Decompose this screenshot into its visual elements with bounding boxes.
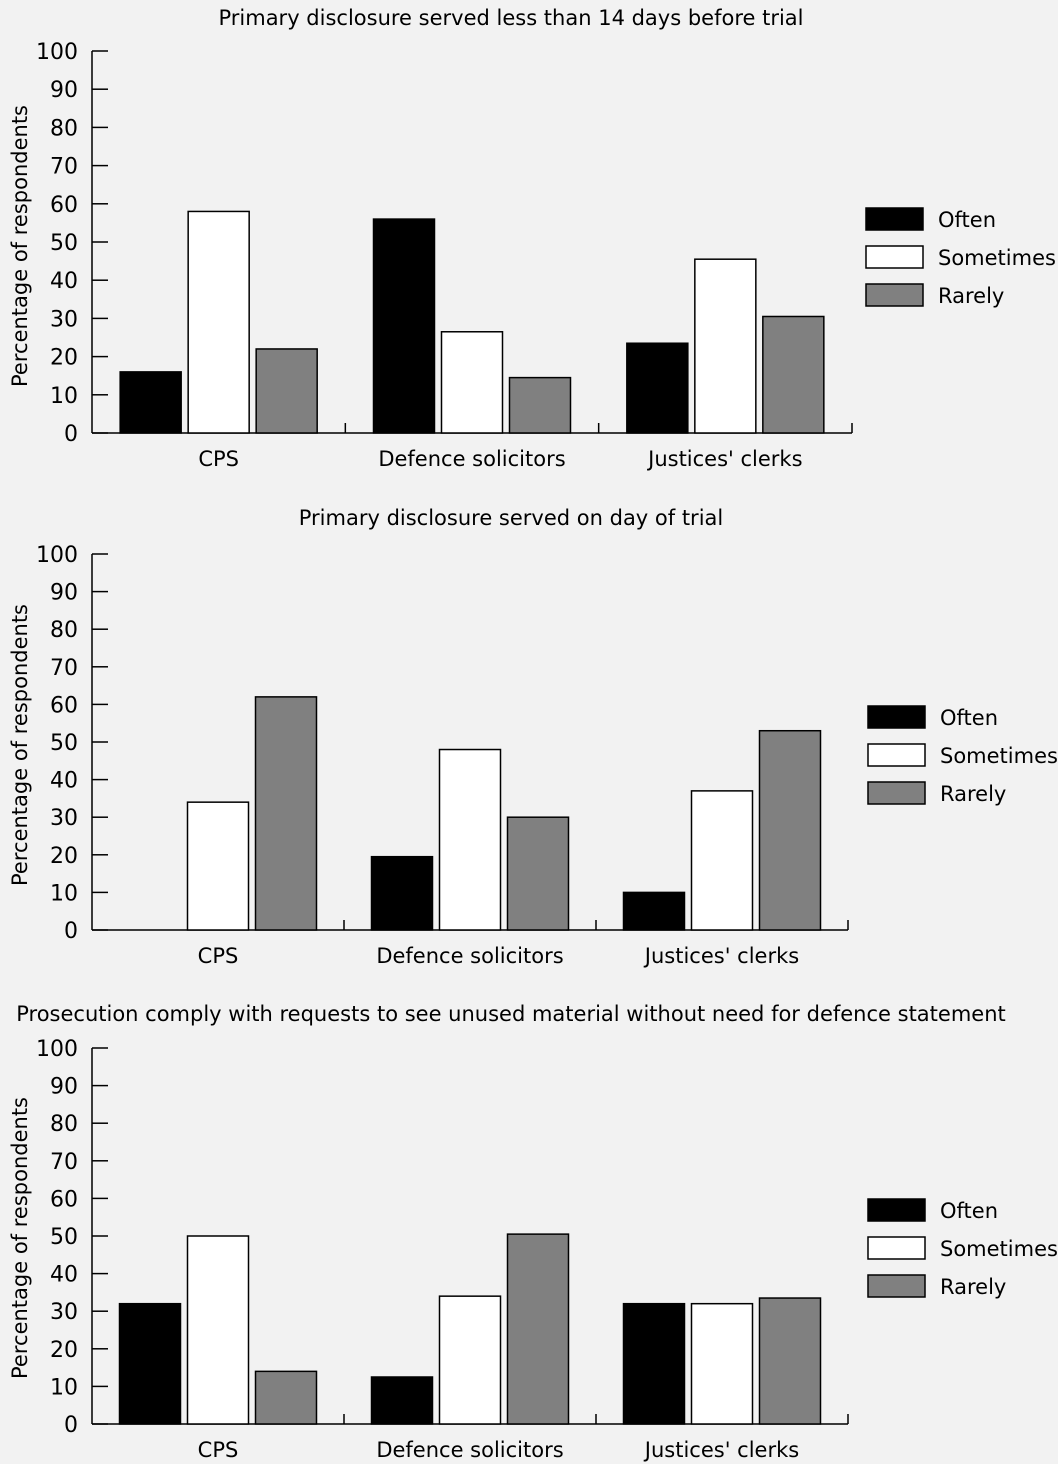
legend-label-often: Often [938,208,996,232]
y-tick-label: 60 [50,1187,78,1212]
bar-sometimes-1 [186,801,250,931]
x-tick-label: Justices' clerks [643,944,799,968]
bar-often-3 [622,1302,686,1425]
bar-rarely-1 [255,348,318,434]
bar-sometimes-2 [440,331,504,434]
legend: Often Sometimes Rarely [865,207,1056,308]
bar-often-3 [626,342,689,434]
bar-sometimes-3 [690,790,754,931]
bar-sometimes-3 [690,1302,754,1425]
y-axis-label: Percentage of respondents [8,604,32,886]
legend-label-rarely: Rarely [940,782,1006,806]
y-tick-label: 30 [50,1300,78,1325]
legend-label-often: Often [940,1199,998,1223]
bar-rarely-1 [254,696,318,931]
legend-swatch-sometimes [865,245,924,269]
bar-rarely-3 [758,729,822,931]
y-tick-label: 90 [50,78,78,103]
legend-label-sometimes: Sometimes [940,1237,1058,1261]
bar-often-2 [370,1376,434,1425]
bar-often-1 [118,1302,182,1425]
bar-sometimes-1 [187,210,250,434]
chart-title: Prosecution comply with requests to see … [16,1002,1006,1026]
y-tick-label: 10 [50,881,78,906]
y-tick-label: 100 [36,40,78,65]
bar-sometimes-2 [438,748,502,931]
y-tick-label: 10 [50,1375,78,1400]
y-tick-label: 70 [50,155,78,180]
y-tick-label: 50 [50,231,78,256]
y-tick-label: 20 [50,844,78,869]
y-tick-label: 50 [50,1225,78,1250]
chart-panel-1: Primary disclosure served less than 14 d… [8,6,1056,471]
y-tick-label: 100 [36,1037,78,1062]
y-axis-label: Percentage of respondents [8,1097,32,1379]
x-tick-label: Defence solicitors [376,944,563,968]
y-tick-label: 20 [50,346,78,371]
legend-swatch-sometimes [867,743,926,767]
y-tick-label: 20 [50,1338,78,1363]
legend-label-rarely: Rarely [940,1275,1006,1299]
y-tick-label: 100 [36,543,78,568]
legend-label-sometimes: Sometimes [938,246,1056,270]
bar-rarely-3 [758,1297,822,1425]
x-tick-label: Defence solicitors [378,447,565,471]
y-tick-label: 0 [64,422,78,447]
y-tick-label: 50 [50,731,78,756]
y-tick-label: 70 [50,1150,78,1175]
x-tick-label: CPS [198,944,239,968]
y-tick-label: 70 [50,656,78,681]
legend-swatch-often [867,1198,926,1222]
legend-label-sometimes: Sometimes [940,744,1058,768]
y-tick-label: 40 [50,769,78,794]
y-tick-label: 80 [50,1112,78,1137]
bar-often-1 [119,371,182,434]
legend: Often Sometimes Rarely [867,1198,1058,1299]
legend-swatch-sometimes [867,1236,926,1260]
bar-often-2 [370,855,434,931]
y-tick-label: 60 [50,193,78,218]
y-tick-label: 10 [50,384,78,409]
x-tick-label: CPS [198,447,239,471]
y-tick-label: 40 [50,1263,78,1288]
y-tick-label: 30 [50,806,78,831]
bar-rarely-2 [506,1233,570,1425]
y-tick-label: 80 [50,618,78,643]
bar-sometimes-1 [186,1235,250,1425]
y-tick-label: 0 [64,919,78,944]
bar-sometimes-2 [438,1295,502,1425]
y-tick-label: 60 [50,693,78,718]
legend-swatch-rarely [867,781,926,805]
bar-often-3 [622,891,686,931]
bar-rarely-2 [508,376,572,434]
legend-label-rarely: Rarely [938,284,1004,308]
y-tick-label: 80 [50,116,78,141]
legend-swatch-rarely [867,1274,926,1298]
y-tick-label: 30 [50,307,78,332]
y-tick-label: 0 [64,1413,78,1438]
legend-label-often: Often [940,706,998,730]
x-tick-label: Justices' clerks [643,1438,799,1462]
bar-rarely-1 [254,1370,318,1425]
y-axis-label: Percentage of respondents [8,105,32,387]
chart-panel-3: Prosecution comply with requests to see … [8,1002,1058,1462]
legend-swatch-rarely [865,283,924,307]
y-tick-label: 90 [50,581,78,606]
chart-panel-2: Primary disclosure served on day of tria… [8,506,1058,968]
bar-often-2 [372,218,436,434]
bar-sometimes-3 [694,258,757,434]
legend: Often Sometimes Rarely [867,705,1058,806]
y-tick-label: 40 [50,269,78,294]
bar-rarely-2 [506,816,570,931]
x-tick-label: Justices' clerks [646,447,802,471]
chart-title: Primary disclosure served less than 14 d… [218,6,803,30]
x-tick-label: Defence solicitors [376,1438,563,1462]
y-tick-label: 90 [50,1075,78,1100]
bar-rarely-3 [762,315,825,434]
x-tick-label: CPS [198,1438,239,1462]
chart-title: Primary disclosure served on day of tria… [299,506,723,530]
legend-swatch-often [865,207,924,231]
legend-swatch-often [867,705,926,729]
